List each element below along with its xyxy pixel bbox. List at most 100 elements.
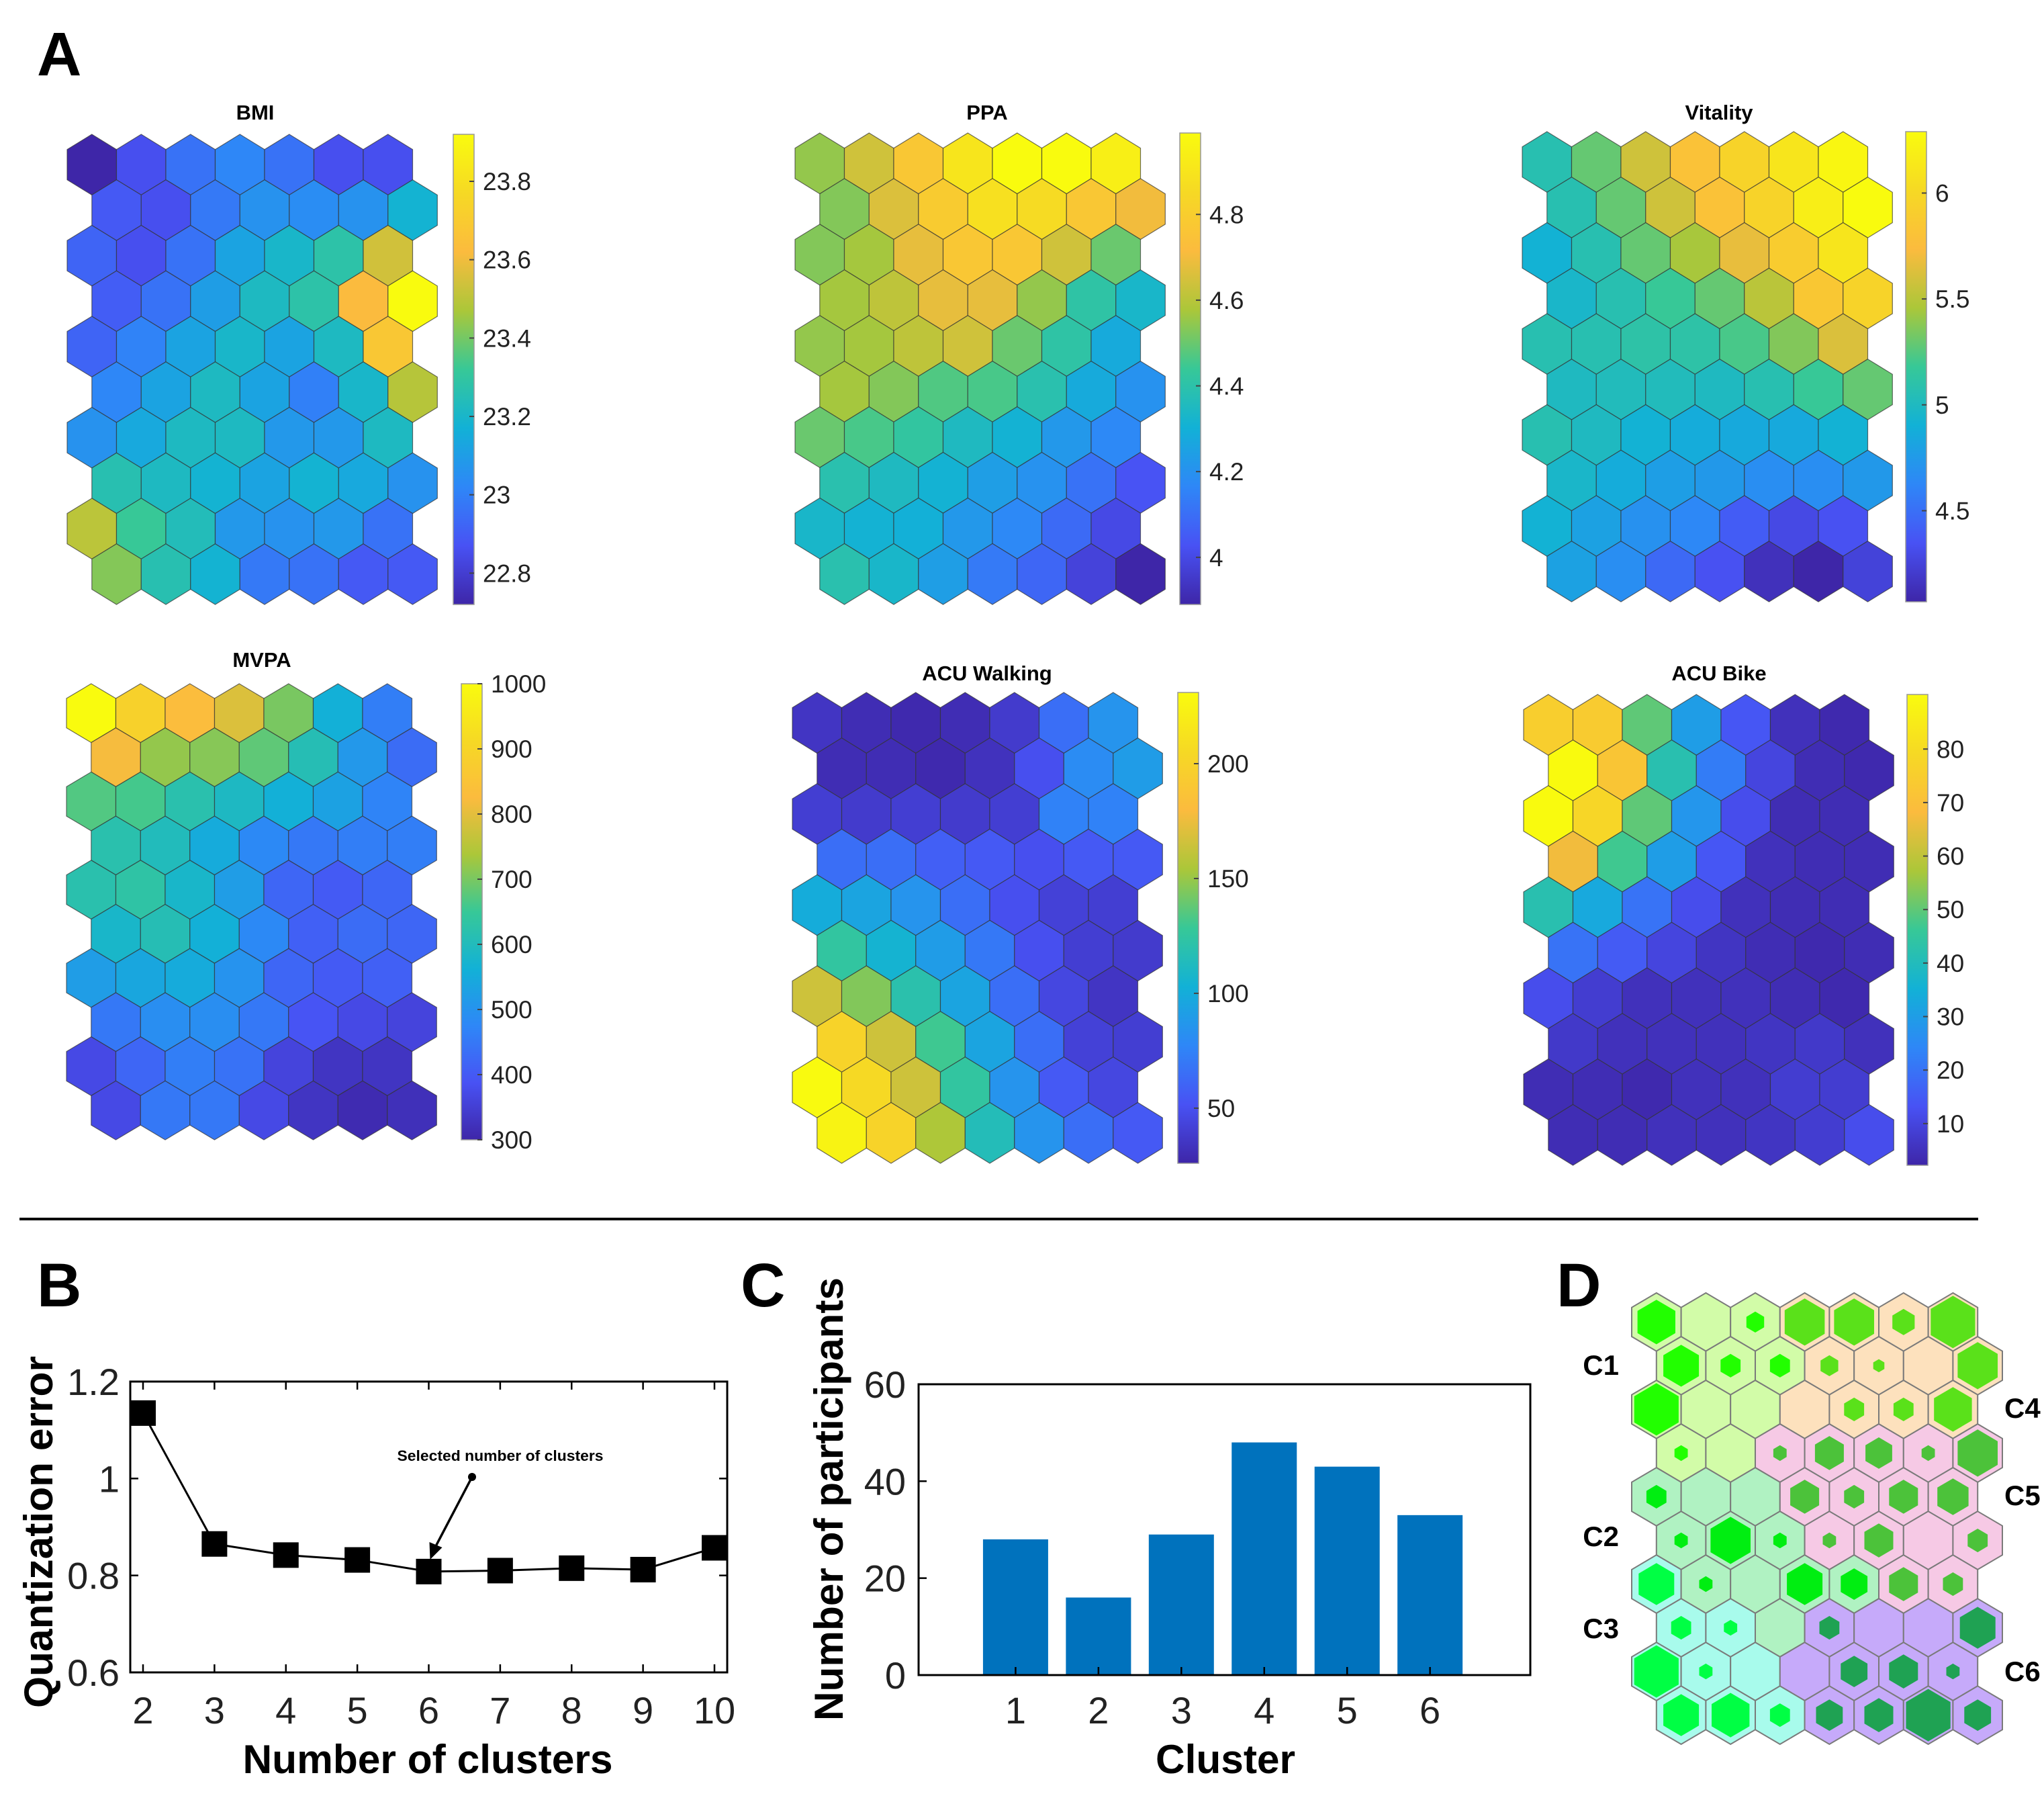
colorbar-tick-label: 150 [1207, 865, 1249, 893]
colorbar-tick-label: 500 [491, 996, 532, 1024]
plot-area [129, 1380, 729, 1674]
hit-marker [1864, 1698, 1894, 1732]
data-point [273, 1542, 299, 1568]
colorbar-tick-label: 100 [1207, 980, 1249, 1007]
data-point [559, 1555, 585, 1581]
hit-marker [1964, 1699, 1992, 1731]
heatmap-title: Vitality [1685, 101, 1753, 124]
colorbar-tick-label: 200 [1207, 750, 1249, 778]
x-tick-label: 10 [694, 1689, 735, 1731]
heatmap-title: ACU Walking [922, 662, 1052, 685]
colorbar-tick-label: 4 [1209, 544, 1223, 572]
data-point [487, 1558, 513, 1584]
x-tick-label: 1 [1005, 1689, 1026, 1731]
hit-marker [1710, 1517, 1751, 1564]
hit-marker [1934, 1387, 1972, 1432]
hex-cell [1115, 543, 1166, 605]
hit-marker [1946, 1663, 1960, 1680]
cluster-label: C3 [1583, 1613, 1619, 1644]
hit-marker [1790, 1480, 1820, 1514]
colorbar-tick-label: 50 [1937, 896, 1964, 924]
hit-marker [1712, 1693, 1750, 1738]
annotation-arrow [434, 1476, 473, 1547]
y-tick-label: 20 [864, 1558, 906, 1600]
hit-marker [1893, 1397, 1914, 1421]
heatmap-title: PPA [966, 101, 1007, 124]
bar [1232, 1442, 1297, 1675]
colorbar-tick-label: 23.2 [483, 403, 531, 431]
panel-label-d: D [1557, 1251, 1601, 1320]
hex-cell [387, 1080, 437, 1140]
colorbar-tick-label: 60 [1937, 843, 1964, 870]
colorbar-tick-label: 1000 [491, 670, 546, 698]
cluster-label: C1 [1583, 1349, 1619, 1381]
colorbar-gradient [1905, 131, 1927, 602]
cluster-label: C2 [1583, 1521, 1619, 1552]
colorbar: 10 20 30 40 50 60 70 80 [1906, 694, 1964, 1166]
colorbar-tick-label: 20 [1937, 1056, 1964, 1084]
x-tick-label: 9 [633, 1689, 653, 1731]
hit-marker [1637, 1300, 1675, 1345]
heatmap-title: BMI [236, 101, 275, 124]
data-point [416, 1558, 442, 1584]
hit-marker [1769, 1703, 1790, 1727]
y-tick-label: 0 [885, 1654, 906, 1697]
x-tick-label: 5 [347, 1689, 368, 1731]
colorbar-tick-label: 4.5 [1935, 497, 1969, 525]
hit-marker [1937, 1478, 1969, 1515]
hit-marker [1699, 1663, 1713, 1680]
x-axis-label: Number of clusters [243, 1737, 613, 1782]
hit-marker [1674, 1532, 1688, 1549]
colorbar-tick-label: 23.6 [483, 246, 531, 274]
colorbar-gradient [453, 134, 475, 605]
cluster-label: C4 [2004, 1392, 2041, 1424]
colorbar-tick-label: 23.8 [483, 168, 531, 195]
cluster-label: C6 [2004, 1656, 2041, 1687]
colorbar: 22.8 23 23.2 23.4 23.6 23.8 [453, 134, 531, 605]
data-point [630, 1557, 656, 1583]
hit-marker [1773, 1532, 1787, 1549]
hit-marker [1889, 1480, 1918, 1514]
hit-marker [1957, 1342, 1998, 1390]
colorbar-tick-label: 6 [1935, 179, 1949, 207]
hit-marker [1671, 1616, 1691, 1640]
hit-marker [1889, 1654, 1918, 1689]
colorbar-tick-label: 700 [491, 866, 532, 893]
colorbar-tick-label: 300 [491, 1126, 532, 1154]
hit-marker [1841, 1568, 1868, 1600]
hit-marker [1873, 1359, 1885, 1373]
colorbar: 4 4.2 4.4 4.6 4.8 [1179, 132, 1244, 605]
colorbar-tick-label: 5.5 [1935, 285, 1969, 313]
heatmap-title: MVPA [232, 648, 291, 672]
hit-marker [1959, 1607, 1996, 1649]
colorbar-tick-label: 23.4 [483, 324, 531, 352]
panel-label-c: C [741, 1251, 785, 1320]
colorbar-tick-label: 40 [1937, 950, 1964, 977]
hex-cell [1113, 1101, 1163, 1164]
colorbar-tick-label: 600 [491, 931, 532, 958]
hit-marker [1841, 1656, 1868, 1687]
y-tick-label: 60 [864, 1363, 906, 1406]
heatmap-bmi: BMI 22.8 23 23.2 23.4 23.6 23.8 [66, 101, 531, 605]
bar [1397, 1515, 1463, 1675]
y-tick-label: 40 [864, 1460, 906, 1502]
y-tick-label: 1 [99, 1457, 120, 1500]
colorbar-tick-label: 5 [1935, 392, 1949, 419]
colorbar-tick-label: 30 [1937, 1003, 1964, 1031]
hit-marker [1663, 1345, 1700, 1387]
colorbar-gradient [1906, 694, 1929, 1166]
hit-marker [1634, 1383, 1679, 1436]
colorbar-tick-label: 80 [1937, 735, 1964, 763]
cluster-label: C5 [2004, 1480, 2041, 1511]
hit-marker [1699, 1576, 1713, 1592]
x-tick-label: 3 [204, 1689, 225, 1731]
hit-marker [1784, 1298, 1825, 1346]
colorbar-tick-label: 900 [491, 735, 532, 763]
x-tick-label: 2 [1088, 1689, 1109, 1731]
heatmap-acu-walking: ACU Walking 50 100 150 200 [792, 662, 1249, 1164]
colorbar-tick-label: 800 [491, 801, 532, 828]
colorbar-tick-label: 23 [483, 482, 510, 509]
colorbar-tick-label: 4.2 [1209, 458, 1244, 486]
y-tick-label: 0.6 [67, 1652, 120, 1694]
